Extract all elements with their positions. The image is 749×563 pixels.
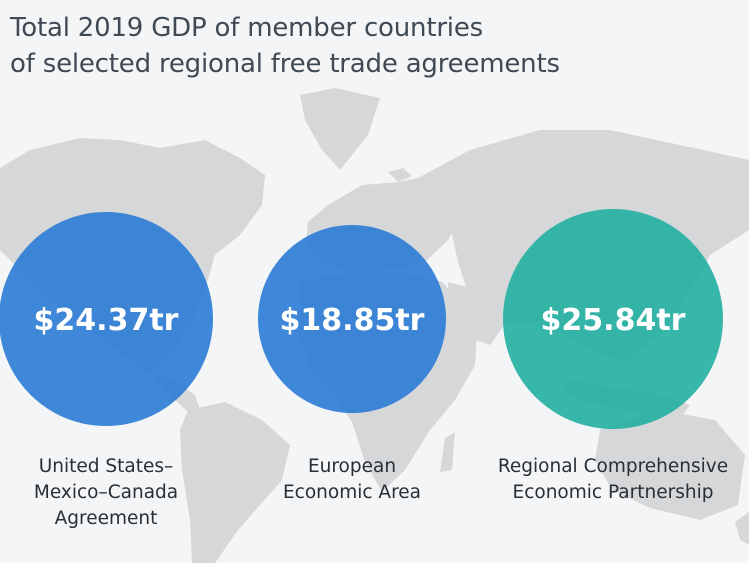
chart-subtitle: Total 2019 GDP of member countries of se… bbox=[10, 10, 560, 82]
caption-eea-line-2: Economic Area bbox=[282, 482, 421, 503]
value-label-eea: $18.85tr bbox=[280, 303, 425, 338]
caption-rcep-line-2: Economic Partnership bbox=[512, 482, 714, 503]
value-label-rcep: $25.84tr bbox=[541, 303, 686, 338]
caption-usmca: United States– Mexico–Canada Agreement bbox=[6, 454, 206, 532]
caption-rcep: Regional Comprehensive Economic Partners… bbox=[488, 454, 738, 506]
bubble-usmca bbox=[0, 212, 213, 426]
caption-eea: European Economic Area bbox=[252, 454, 452, 506]
bubble-eea bbox=[258, 225, 446, 413]
caption-rcep-line-1: Regional Comprehensive bbox=[497, 456, 729, 477]
caption-usmca-line-2: Mexico–Canada bbox=[33, 482, 179, 503]
caption-usmca-line-1: United States– bbox=[38, 456, 174, 477]
subtitle-line-1: Total 2019 GDP of member countries bbox=[10, 13, 483, 43]
caption-eea-line-1: European bbox=[307, 456, 397, 477]
subtitle-line-2: of selected regional free trade agreemen… bbox=[10, 49, 560, 79]
value-label-usmca: $24.37tr bbox=[34, 303, 179, 338]
bubble-rcep bbox=[503, 209, 723, 429]
caption-usmca-line-3: Agreement bbox=[54, 508, 158, 529]
